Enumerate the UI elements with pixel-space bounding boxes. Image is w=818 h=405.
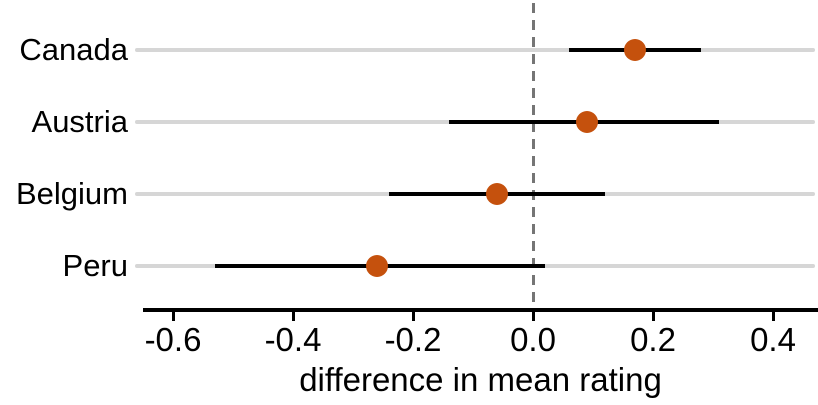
x-axis-tick-label: -0.6	[144, 321, 202, 358]
x-axis-line	[143, 308, 818, 312]
zero-reference-line	[531, 3, 535, 306]
x-axis-tick	[531, 312, 535, 321]
x-axis-tick-label: 0.4	[750, 321, 796, 358]
category-label: Peru	[62, 248, 128, 283]
x-axis-tick	[651, 312, 655, 321]
point-estimate	[366, 255, 388, 277]
category-label: Austria	[31, 104, 128, 139]
point-estimate	[486, 183, 508, 205]
point-estimate	[624, 39, 646, 61]
category-gridline	[135, 48, 815, 52]
x-axis-tick	[291, 312, 295, 321]
x-axis-tick-label: 0.0	[510, 321, 556, 358]
x-axis-tick	[411, 312, 415, 321]
category-label: Belgium	[16, 176, 128, 211]
category-label: Canada	[19, 32, 128, 67]
point-estimate	[576, 111, 598, 133]
x-axis-tick	[771, 312, 775, 321]
x-axis-tick	[171, 312, 175, 321]
x-axis-tick-label: -0.2	[384, 321, 442, 358]
x-axis-tick-label: 0.2	[630, 321, 676, 358]
x-axis-tick-label: -0.4	[264, 321, 322, 358]
x-axis-title: difference in mean rating	[299, 361, 662, 398]
